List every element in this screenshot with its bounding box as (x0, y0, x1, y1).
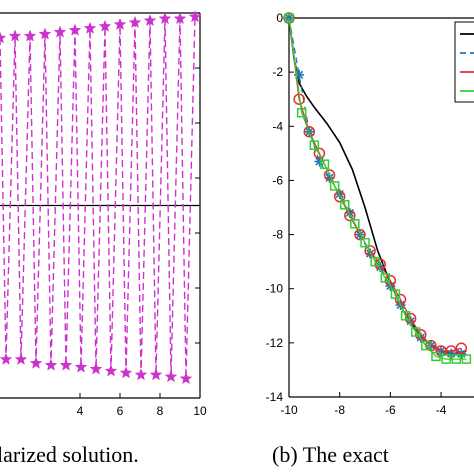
right-square-marker (296, 108, 307, 118)
left-star-marker (23, 29, 37, 42)
legend-frame (454, 21, 474, 103)
right-series-3-line (288, 17, 467, 360)
left-star-marker (38, 27, 52, 40)
right-square-marker (309, 140, 320, 150)
right-square-marker (400, 311, 411, 321)
right-circle-marker (445, 345, 457, 357)
right-x-tick-label: -10 (280, 403, 298, 417)
right-square-marker (410, 327, 421, 337)
left-star-marker (89, 362, 103, 375)
left-star-marker (164, 370, 178, 383)
left-series-line (0, 16, 196, 379)
right-square-marker (451, 354, 462, 364)
right-y-tick-label: -4 (272, 119, 283, 133)
left-star-marker (179, 372, 193, 385)
left-star-marker (0, 31, 7, 44)
left-star-marker (98, 19, 112, 32)
left-star-marker (53, 25, 67, 38)
left-star-marker (128, 15, 142, 29)
right-x-tick-label: -4 (436, 403, 447, 417)
right-square-marker (390, 289, 401, 299)
left-star-marker (14, 352, 28, 365)
right-square-marker (284, 13, 294, 23)
right-y-tick-label: 0 (276, 11, 283, 25)
left-star-marker (143, 13, 157, 27)
left-x-tick-label: 10 (193, 404, 207, 418)
right-square-marker (461, 354, 472, 364)
left-star-marker (188, 10, 202, 23)
right-y-tick-label: -14 (266, 390, 284, 404)
right-square-marker (370, 256, 380, 267)
right-square-marker (340, 200, 350, 210)
left-star-marker (134, 368, 148, 381)
left-star-marker (68, 23, 82, 36)
left-chart-panel: 4 6 8 10 (0, 10, 207, 418)
right-series-1-line (288, 17, 462, 355)
left-star-marker (74, 360, 88, 373)
left-star-marker (158, 12, 172, 25)
right-circle-marker (364, 245, 376, 257)
left-x-tick-label: 6 (117, 404, 124, 418)
right-circle-marker (333, 190, 346, 203)
right-y-tick-label: -2 (272, 65, 283, 79)
right-circle-marker (313, 147, 326, 160)
left-star-marker (173, 12, 187, 25)
left-star-marker (104, 364, 118, 377)
right-circle-marker (344, 209, 356, 222)
right-square-marker (319, 159, 330, 169)
right-legend (454, 21, 474, 103)
left-star-marker (8, 29, 22, 42)
right-square-marker (380, 273, 391, 283)
right-square-marker (329, 181, 340, 191)
right-x-tick-label: -6 (385, 403, 396, 417)
right-chart-panel: 0-2-4-6-8-10-12-14-10 -8 -6 -4 (266, 11, 474, 417)
right-series-0-line (288, 17, 467, 355)
right-square-marker (360, 237, 370, 248)
right-square-marker (350, 218, 360, 229)
right-y-tick-label: -8 (272, 228, 283, 242)
right-y-tick-label: -12 (266, 336, 284, 350)
right-y-tick-label: -10 (266, 282, 284, 296)
left-star-marker (29, 356, 43, 369)
left-caption: larized solution. (0, 442, 139, 467)
left-star-marker (83, 21, 97, 34)
right-y-tick-label: -6 (272, 173, 283, 187)
right-circle-marker (455, 342, 468, 355)
left-star-marker (44, 358, 58, 371)
left-star-marker (113, 17, 127, 30)
right-square-marker (421, 340, 431, 351)
left-star-marker (119, 366, 133, 379)
right-circle-marker (323, 169, 336, 181)
left-x-tick-label: 4 (77, 404, 84, 418)
right-circle-marker (283, 12, 295, 24)
right-series-2-line (288, 17, 462, 352)
right-circle-marker (354, 228, 366, 241)
right-x-tick-label: -8 (334, 403, 345, 417)
right-square-marker (431, 351, 441, 362)
left-star-marker (59, 358, 73, 371)
left-star-marker (149, 368, 163, 381)
left-star-marker (0, 352, 13, 365)
right-caption: (b) The exact (272, 442, 389, 467)
left-x-tick-label: 8 (157, 404, 164, 418)
right-circle-marker (303, 125, 316, 138)
right-square-marker (441, 354, 451, 364)
